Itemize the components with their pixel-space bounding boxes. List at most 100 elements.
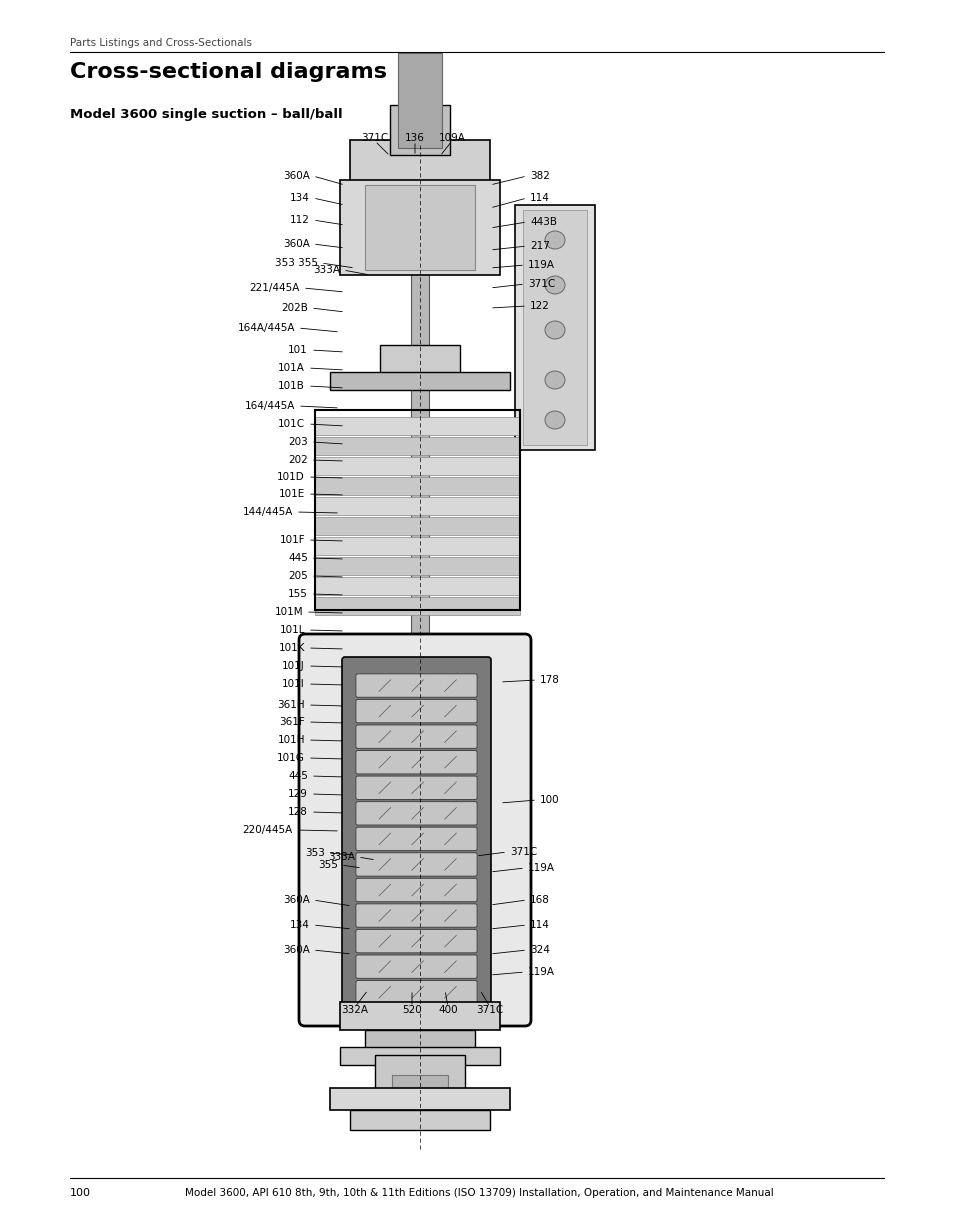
Bar <box>314 410 519 610</box>
Ellipse shape <box>544 411 564 429</box>
Text: 371C: 371C <box>476 1005 503 1015</box>
Text: 101J: 101J <box>282 661 305 671</box>
Bar <box>314 497 519 515</box>
Bar <box>339 1047 499 1065</box>
Ellipse shape <box>544 321 564 339</box>
Text: 333A: 333A <box>313 265 339 275</box>
Text: 101C: 101C <box>277 418 305 429</box>
Text: 168: 168 <box>530 894 549 906</box>
Text: 205: 205 <box>288 571 308 582</box>
Text: Model 3600 single suction – ball/ball: Model 3600 single suction – ball/ball <box>70 108 342 121</box>
Text: 134: 134 <box>290 193 310 202</box>
FancyBboxPatch shape <box>355 929 476 953</box>
Text: 144/445A: 144/445A <box>242 507 293 517</box>
Text: 128: 128 <box>288 807 308 817</box>
Bar <box>390 106 450 155</box>
Bar <box>314 537 519 555</box>
Text: 101M: 101M <box>274 607 303 617</box>
Text: 520: 520 <box>402 1005 421 1015</box>
Text: 360A: 360A <box>283 945 310 955</box>
Text: 178: 178 <box>539 675 559 685</box>
Text: 333A: 333A <box>328 852 355 863</box>
Text: Parts Listings and Cross-Sectionals: Parts Listings and Cross-Sectionals <box>70 38 252 48</box>
Text: 100: 100 <box>70 1188 91 1198</box>
Bar <box>330 372 510 390</box>
Text: 109A: 109A <box>438 133 465 144</box>
Text: 332A: 332A <box>341 1005 368 1015</box>
Bar <box>350 1110 490 1130</box>
Text: 164/445A: 164/445A <box>244 401 294 411</box>
Ellipse shape <box>544 371 564 389</box>
Text: 101A: 101A <box>278 363 305 373</box>
Text: 361F: 361F <box>279 717 305 728</box>
FancyBboxPatch shape <box>355 904 476 928</box>
FancyBboxPatch shape <box>355 853 476 876</box>
Text: 360A: 360A <box>283 894 310 906</box>
Text: 101: 101 <box>288 345 308 355</box>
FancyBboxPatch shape <box>355 775 476 800</box>
Text: 101D: 101D <box>277 472 305 482</box>
Text: 155: 155 <box>288 589 308 599</box>
Text: 382: 382 <box>530 171 549 182</box>
Bar <box>314 577 519 595</box>
Bar <box>314 456 519 475</box>
Text: 220/445A: 220/445A <box>242 825 293 836</box>
FancyBboxPatch shape <box>355 674 476 697</box>
Text: 122: 122 <box>530 301 549 310</box>
Bar <box>314 557 519 575</box>
Ellipse shape <box>544 231 564 249</box>
Text: 217: 217 <box>530 240 549 252</box>
Text: 101L: 101L <box>279 625 305 636</box>
Text: 353 355: 353 355 <box>274 258 317 267</box>
Bar <box>339 180 499 275</box>
FancyBboxPatch shape <box>341 656 491 1009</box>
Text: 101E: 101E <box>278 490 305 499</box>
Bar <box>375 1055 464 1090</box>
Text: 129: 129 <box>288 789 308 799</box>
Bar <box>330 1088 510 1110</box>
Text: 400: 400 <box>437 1005 457 1015</box>
FancyBboxPatch shape <box>355 955 476 978</box>
Bar <box>515 205 595 450</box>
Text: 101G: 101G <box>276 753 305 763</box>
Text: 361H: 361H <box>277 699 305 710</box>
Text: 445: 445 <box>288 771 308 782</box>
Bar <box>365 1029 475 1055</box>
Text: 445: 445 <box>288 553 308 563</box>
Text: 355: 355 <box>317 860 337 870</box>
Text: 202: 202 <box>288 455 308 465</box>
Bar <box>397 53 441 148</box>
Text: 114: 114 <box>530 920 549 930</box>
FancyBboxPatch shape <box>355 827 476 850</box>
Bar <box>314 417 519 436</box>
Ellipse shape <box>544 276 564 294</box>
Bar <box>314 437 519 455</box>
Text: 203: 203 <box>288 437 308 447</box>
Text: 119A: 119A <box>527 260 555 270</box>
Text: 101F: 101F <box>279 535 305 545</box>
Text: Cross-sectional diagrams: Cross-sectional diagrams <box>70 63 387 82</box>
Bar <box>314 477 519 494</box>
Text: 101H: 101H <box>277 735 305 745</box>
FancyBboxPatch shape <box>355 801 476 825</box>
Text: 164A/445A: 164A/445A <box>237 323 294 333</box>
FancyBboxPatch shape <box>355 699 476 723</box>
Text: 119A: 119A <box>527 967 555 977</box>
Text: 202B: 202B <box>281 303 308 313</box>
Text: 360A: 360A <box>283 171 310 182</box>
FancyBboxPatch shape <box>355 980 476 1004</box>
FancyBboxPatch shape <box>298 634 531 1026</box>
Bar <box>314 517 519 535</box>
Text: 101I: 101I <box>282 679 305 690</box>
Bar <box>392 1075 448 1099</box>
Text: 324: 324 <box>530 945 549 955</box>
Text: 371C: 371C <box>527 279 555 290</box>
Bar <box>411 140 429 1055</box>
Bar <box>339 1002 499 1029</box>
FancyBboxPatch shape <box>355 751 476 774</box>
Text: 101B: 101B <box>278 382 305 391</box>
Text: 119A: 119A <box>527 863 555 872</box>
Text: 443B: 443B <box>530 217 557 227</box>
Text: Model 3600, API 610 8th, 9th, 10th & 11th Editions (ISO 13709) Installation, Ope: Model 3600, API 610 8th, 9th, 10th & 11t… <box>185 1188 773 1198</box>
Text: 112: 112 <box>290 215 310 225</box>
